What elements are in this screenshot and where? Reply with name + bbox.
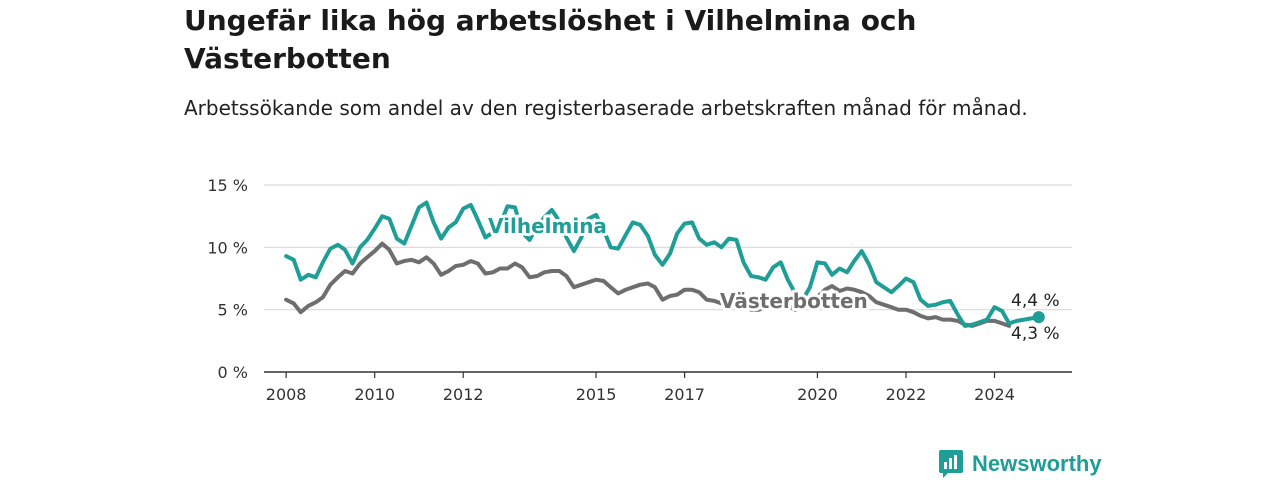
line-chart: 0 %5 %10 %15 % 2008 2010 2012 2015 2017 2020 2… xyxy=(207,176,1072,404)
x-tick-label: 2012 xyxy=(443,385,484,404)
end-label-vasterbotten-halo: 4,3 % xyxy=(1011,324,1060,344)
chart-subtitle: Arbetssökande som andel av den registerb… xyxy=(184,96,1028,120)
y-tick-label: 15 % xyxy=(207,176,248,195)
gridlines xyxy=(264,184,1072,311)
series-label-vilhelmina-halo: Vilhelmina xyxy=(488,214,607,238)
y-tick-label: 5 % xyxy=(218,301,248,320)
y-tick-label: 0 % xyxy=(218,363,248,382)
x-axis: 2008 2010 2012 2015 2017 2020 2022 2024 xyxy=(264,371,1072,404)
x-tick-label: 2015 xyxy=(576,385,617,404)
brand-name: Newsworthy xyxy=(972,451,1102,476)
x-tick-label: 2017 xyxy=(664,385,705,404)
x-tick-label: 2008 xyxy=(266,385,307,404)
series-lines xyxy=(284,200,1041,328)
newsworthy-logo-icon xyxy=(939,450,963,478)
series-label-vilhelmina: Vilhelmina xyxy=(488,214,607,238)
end-label-vilhelmina-halo: 4,4 % xyxy=(1011,291,1060,311)
series-labels: VilhelminaVilhelminaVästerbottenVästerbo… xyxy=(485,211,1062,347)
series-label-vasterbotten: Västerbotten xyxy=(720,289,868,313)
series-line-vasterbotten xyxy=(284,241,1012,328)
chart-title: Ungefär lika hög arbetslöshet i Vilhelmi… xyxy=(184,4,917,75)
end-point-vilhelmina xyxy=(1032,311,1045,324)
end-label-vilhelmina: 4,4 % xyxy=(1011,291,1060,311)
y-axis-ticks: 0 % 5 % 10 % 15 % xyxy=(207,176,248,382)
end-label-vasterbotten: 4,3 % xyxy=(1011,324,1060,344)
x-tick-label: 2020 xyxy=(797,385,838,404)
brand-logo: Newsworthy xyxy=(938,448,1102,480)
x-tick-label: 2022 xyxy=(886,385,927,404)
x-tick-label: 2010 xyxy=(354,385,395,404)
series-line-vilhelmina xyxy=(284,200,1041,328)
series-label-vasterbotten-halo: Västerbotten xyxy=(720,289,868,313)
y-tick-label: 10 % xyxy=(207,238,248,257)
x-tick-label: 2024 xyxy=(974,385,1015,404)
